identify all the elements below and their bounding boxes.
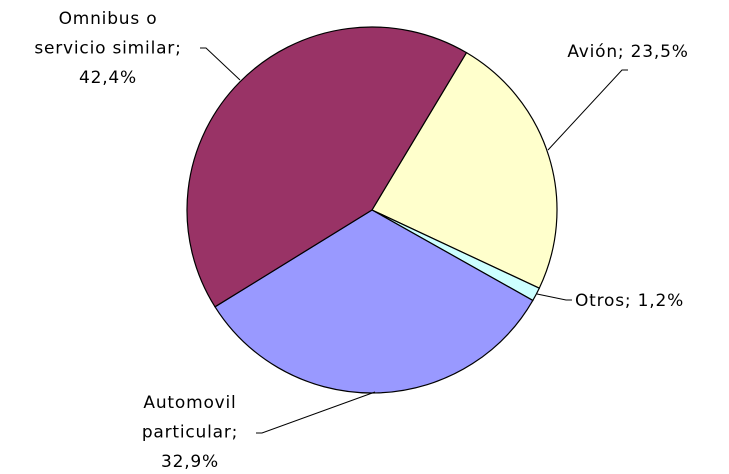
pie-slice [371, 51, 558, 290]
leader-line [536, 293, 572, 301]
data-label: Avión; 23,5% [567, 42, 688, 62]
data-label-line: 32,9% [161, 452, 219, 472]
leader-line [547, 69, 628, 151]
data-label: Automovil particular; 32,9% [142, 393, 238, 472]
data-label: Omnibus o servicio similar; 42,4% [34, 9, 181, 88]
pie-slice [214, 209, 534, 394]
data-label-line: servicio similar; [34, 39, 181, 59]
data-label-line: 42,4% [79, 68, 137, 88]
data-label-line: particular; [142, 423, 238, 443]
data-label-line: Otros; 1,2% [575, 291, 684, 311]
data-label-line: Automovil [143, 393, 236, 413]
leader-line [200, 47, 241, 81]
data-label-line: Avión; 23,5% [567, 42, 688, 62]
pie-slice [186, 26, 468, 308]
data-label: Otros; 1,2% [575, 291, 684, 311]
leader-line [256, 391, 376, 434]
data-label-line: Omnibus o [59, 9, 158, 29]
